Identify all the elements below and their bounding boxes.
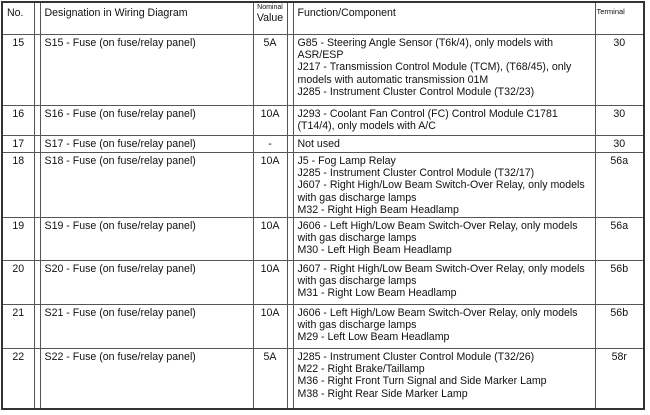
row-terminal: 58r bbox=[594, 347, 645, 410]
function-line: J5 - Fog Lamp Relay bbox=[297, 154, 396, 167]
row-terminal: 30 bbox=[594, 104, 645, 136]
function-line: M31 - Right Low Beam Headlamp bbox=[297, 287, 457, 300]
row-function: Not used bbox=[292, 134, 596, 153]
row-function: J293 - Coolant Fan Control (FC) Control … bbox=[292, 104, 596, 136]
row-value: 10A bbox=[252, 216, 288, 261]
row-no: 18 bbox=[1, 151, 35, 218]
function-line: M36 - Right Front Turn Signal and Side M… bbox=[297, 375, 547, 388]
row-designation: S21 - Fuse (on fuse/relay panel) bbox=[39, 303, 254, 349]
header-function: Function/Component bbox=[292, 1, 596, 35]
function-line: J217 - Transmission Control Module (TCM)… bbox=[297, 61, 572, 74]
header-designation: Designation in Wiring Diagram bbox=[39, 1, 254, 35]
row-terminal: 30 bbox=[594, 33, 645, 106]
row-function: J285 - Instrument Cluster Control Module… bbox=[292, 347, 596, 410]
table-row: 18 S18 - Fuse (on fuse/relay panel) 10A … bbox=[1, 151, 645, 218]
function-line: J285 - Instrument Cluster Control Module… bbox=[297, 350, 535, 363]
row-function: J606 - Left High/Low Beam Switch-Over Re… bbox=[292, 303, 596, 349]
function-line: with gas discharge lamps bbox=[297, 231, 417, 244]
table-row: 21 S21 - Fuse (on fuse/relay panel) 10A … bbox=[1, 303, 645, 349]
function-line: with gas discharge lamps bbox=[297, 191, 417, 204]
row-value: 5A bbox=[252, 33, 288, 106]
header-row: No. Designation in Wiring Diagram Nomina… bbox=[1, 1, 645, 35]
row-value: 10A bbox=[252, 104, 288, 136]
function-line: J607 - Right High/Low Beam Switch-Over R… bbox=[297, 262, 585, 275]
row-no: 17 bbox=[1, 134, 35, 153]
table-row: 22 S22 - Fuse (on fuse/relay panel) 5A J… bbox=[1, 347, 645, 410]
row-designation: S19 - Fuse (on fuse/relay panel) bbox=[39, 216, 254, 261]
function-line: ASR/ESP bbox=[297, 48, 344, 61]
row-terminal: 30 bbox=[594, 134, 645, 153]
row-designation: S17 - Fuse (on fuse/relay panel) bbox=[39, 134, 254, 153]
row-value: 5A bbox=[252, 347, 288, 410]
row-designation: S18 - Fuse (on fuse/relay panel) bbox=[39, 151, 254, 218]
function-line: M32 - Right High Beam Headlamp bbox=[297, 204, 459, 217]
row-value: 10A bbox=[252, 259, 288, 305]
function-line: M29 - Left Low Beam Headlamp bbox=[297, 331, 450, 344]
row-no: 19 bbox=[1, 216, 35, 261]
header-terminal: Terminal bbox=[594, 1, 645, 35]
row-no: 16 bbox=[1, 104, 35, 136]
function-line: (T14/4), only models with A/C bbox=[297, 119, 436, 132]
row-terminal: 56a bbox=[594, 151, 645, 218]
row-designation: S22 - Fuse (on fuse/relay panel) bbox=[39, 347, 254, 410]
function-line: J607 - Right High/Low Beam Switch-Over R… bbox=[297, 179, 585, 192]
function-line: M22 - Right Brake/Taillamp bbox=[297, 362, 425, 375]
row-designation: S20 - Fuse (on fuse/relay panel) bbox=[39, 259, 254, 305]
fuse-table: No. Designation in Wiring Diagram Nomina… bbox=[1, 1, 645, 411]
row-function: G85 - Steering Angle Sensor (T6k/4), onl… bbox=[292, 33, 596, 106]
row-terminal: 56b bbox=[594, 303, 645, 349]
row-designation: S16 - Fuse (on fuse/relay panel) bbox=[39, 104, 254, 136]
table-row: 16 S16 - Fuse (on fuse/relay panel) 10A … bbox=[1, 104, 645, 136]
function-line: J606 - Left High/Low Beam Switch-Over Re… bbox=[297, 219, 578, 232]
function-line: J285 - Instrument Cluster Control Module… bbox=[297, 166, 535, 179]
function-line: Not used bbox=[297, 137, 340, 150]
function-line: M38 - Right Rear Side Marker Lamp bbox=[297, 387, 468, 400]
table-row: 17 S17 - Fuse (on fuse/relay panel) - No… bbox=[1, 134, 645, 153]
row-function: J5 - Fog Lamp Relay J285 - Instrument Clu… bbox=[292, 151, 596, 218]
function-line: J285 - Instrument Cluster Control Module… bbox=[297, 86, 535, 99]
row-designation: S15 - Fuse (on fuse/relay panel) bbox=[39, 33, 254, 106]
row-terminal: 56a bbox=[594, 216, 645, 261]
header-nominal-value: Nominal Value bbox=[252, 1, 288, 35]
function-line: J293 - Coolant Fan Control (FC) Control … bbox=[297, 107, 558, 120]
function-line: M30 - Left High Beam Headlamp bbox=[297, 244, 452, 257]
function-line: J606 - Left High/Low Beam Switch-Over Re… bbox=[297, 306, 578, 319]
function-line: with gas discharge lamps bbox=[297, 318, 417, 331]
table-row: 19 S19 - Fuse (on fuse/relay panel) 10A … bbox=[1, 216, 645, 261]
table-row: 20 S20 - Fuse (on fuse/relay panel) 10A … bbox=[1, 259, 645, 305]
header-no: No. bbox=[1, 1, 35, 35]
row-no: 15 bbox=[1, 33, 35, 106]
row-no: 20 bbox=[1, 259, 35, 305]
row-no: 21 bbox=[1, 303, 35, 349]
row-value: - bbox=[252, 134, 288, 153]
table-row: 15 S15 - Fuse (on fuse/relay panel) 5A G… bbox=[1, 33, 645, 106]
function-line: G85 - Steering Angle Sensor (T6k/4), onl… bbox=[297, 36, 554, 49]
function-line: models with automatic transmission 01M bbox=[297, 73, 489, 86]
row-no: 22 bbox=[1, 347, 35, 410]
row-function: J606 - Left High/Low Beam Switch-Over Re… bbox=[292, 216, 596, 261]
row-value: 10A bbox=[252, 151, 288, 218]
row-value: 10A bbox=[252, 303, 288, 349]
function-line: with gas discharge lamps bbox=[297, 274, 417, 287]
row-terminal: 56b bbox=[594, 259, 645, 305]
row-function: J607 - Right High/Low Beam Switch-Over R… bbox=[292, 259, 596, 305]
